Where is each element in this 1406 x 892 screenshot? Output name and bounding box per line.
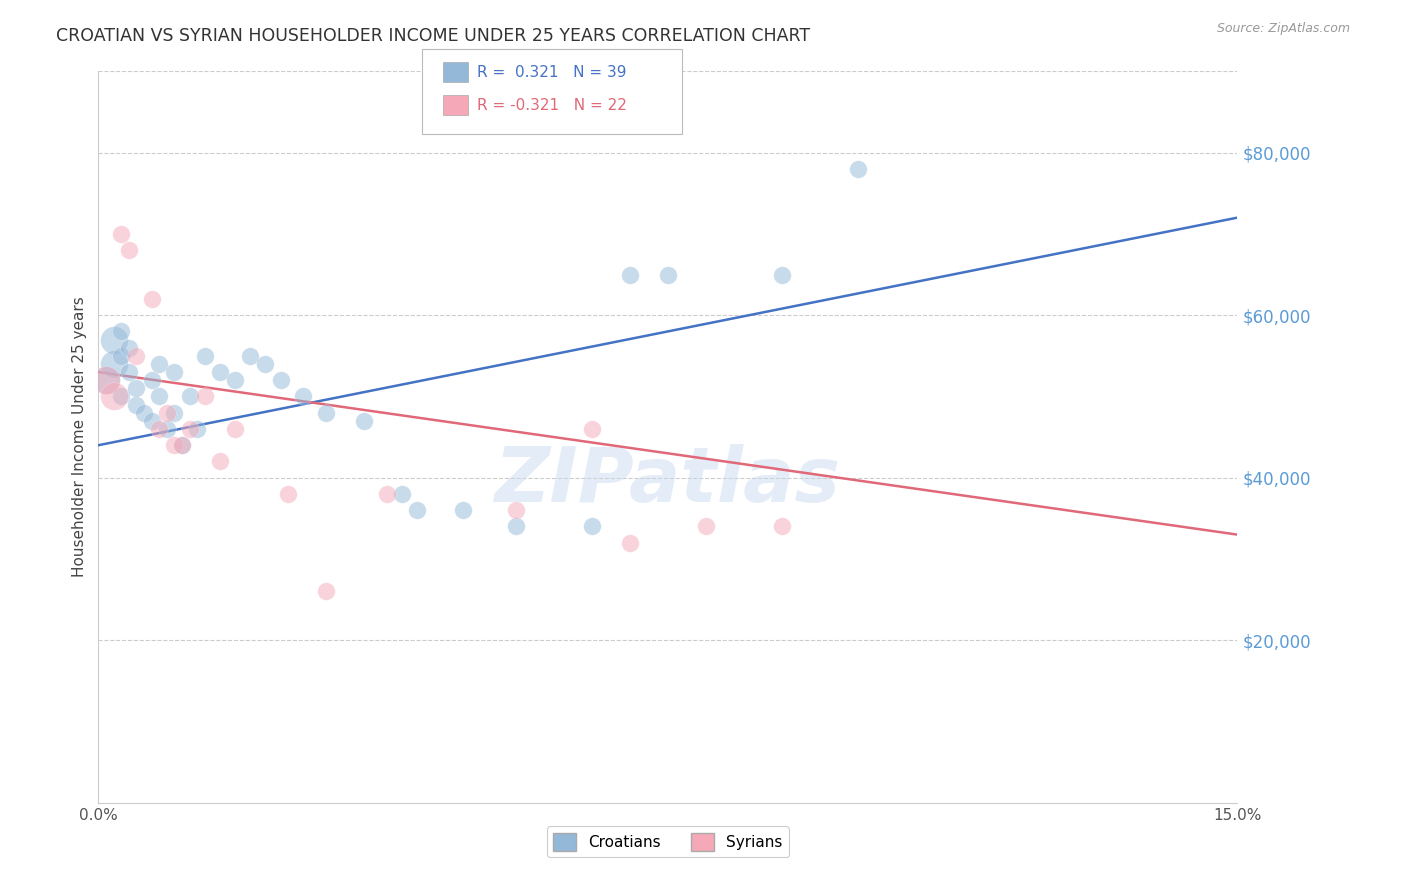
- Point: [224, 422, 246, 436]
- Point: [118, 341, 141, 355]
- Point: [770, 519, 793, 533]
- Point: [156, 406, 179, 420]
- Point: [406, 503, 429, 517]
- Point: [208, 454, 231, 468]
- Point: [103, 357, 125, 371]
- Point: [619, 535, 641, 549]
- Point: [375, 487, 398, 501]
- Point: [224, 373, 246, 387]
- Point: [179, 422, 201, 436]
- Point: [186, 422, 208, 436]
- Text: R = -0.321   N = 22: R = -0.321 N = 22: [477, 98, 627, 112]
- Point: [141, 373, 163, 387]
- Point: [148, 422, 170, 436]
- Point: [353, 414, 375, 428]
- Text: ZIPatlas: ZIPatlas: [495, 444, 841, 518]
- Point: [118, 243, 141, 257]
- Point: [94, 373, 117, 387]
- Point: [110, 227, 132, 241]
- Point: [505, 519, 527, 533]
- Point: [581, 519, 603, 533]
- Point: [208, 365, 231, 379]
- Text: Source: ZipAtlas.com: Source: ZipAtlas.com: [1216, 22, 1350, 36]
- Point: [141, 414, 163, 428]
- Point: [194, 349, 217, 363]
- Point: [103, 333, 125, 347]
- Point: [270, 373, 292, 387]
- Point: [163, 365, 186, 379]
- Point: [239, 349, 262, 363]
- Point: [148, 357, 170, 371]
- Point: [125, 349, 148, 363]
- Point: [619, 268, 641, 282]
- Point: [110, 349, 132, 363]
- Point: [179, 389, 201, 403]
- Point: [132, 406, 155, 420]
- Point: [451, 503, 474, 517]
- Point: [846, 161, 869, 176]
- Point: [148, 389, 170, 403]
- Point: [163, 406, 186, 420]
- Point: [391, 487, 413, 501]
- Point: [94, 373, 117, 387]
- Point: [170, 438, 193, 452]
- Point: [315, 584, 337, 599]
- Point: [110, 389, 132, 403]
- Point: [156, 422, 179, 436]
- Point: [581, 422, 603, 436]
- Point: [125, 398, 148, 412]
- Y-axis label: Householder Income Under 25 years: Householder Income Under 25 years: [72, 297, 87, 577]
- Point: [315, 406, 337, 420]
- Point: [254, 357, 277, 371]
- Point: [277, 487, 299, 501]
- Point: [110, 325, 132, 339]
- Point: [695, 519, 717, 533]
- Point: [141, 292, 163, 306]
- Legend: Croatians, Syrians: Croatians, Syrians: [547, 827, 789, 857]
- Point: [125, 381, 148, 395]
- Point: [163, 438, 186, 452]
- Text: R =  0.321   N = 39: R = 0.321 N = 39: [477, 65, 626, 79]
- Point: [194, 389, 217, 403]
- Point: [170, 438, 193, 452]
- Point: [770, 268, 793, 282]
- Point: [292, 389, 315, 403]
- Point: [505, 503, 527, 517]
- Point: [657, 268, 679, 282]
- Text: CROATIAN VS SYRIAN HOUSEHOLDER INCOME UNDER 25 YEARS CORRELATION CHART: CROATIAN VS SYRIAN HOUSEHOLDER INCOME UN…: [56, 27, 810, 45]
- Point: [118, 365, 141, 379]
- Point: [103, 389, 125, 403]
